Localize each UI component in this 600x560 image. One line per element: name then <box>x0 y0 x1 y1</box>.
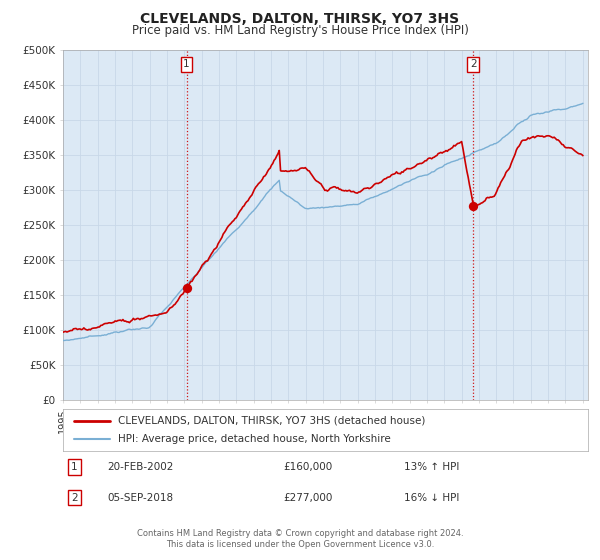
Text: HPI: Average price, detached house, North Yorkshire: HPI: Average price, detached house, Nort… <box>118 434 391 444</box>
Text: 13% ↑ HPI: 13% ↑ HPI <box>404 462 460 472</box>
Text: £277,000: £277,000 <box>284 493 333 502</box>
Text: 2: 2 <box>71 493 78 502</box>
Text: 1: 1 <box>71 462 78 472</box>
Text: £160,000: £160,000 <box>284 462 333 472</box>
Text: 20-FEB-2002: 20-FEB-2002 <box>107 462 174 472</box>
Text: Contains HM Land Registry data © Crown copyright and database right 2024.: Contains HM Land Registry data © Crown c… <box>137 529 463 538</box>
Text: This data is licensed under the Open Government Licence v3.0.: This data is licensed under the Open Gov… <box>166 540 434 549</box>
Text: 1: 1 <box>183 59 190 69</box>
Text: 16% ↓ HPI: 16% ↓ HPI <box>404 493 460 502</box>
Text: 05-SEP-2018: 05-SEP-2018 <box>107 493 174 502</box>
Text: 2: 2 <box>470 59 476 69</box>
Point <box>469 202 478 211</box>
Point <box>182 284 191 293</box>
Text: CLEVELANDS, DALTON, THIRSK, YO7 3HS: CLEVELANDS, DALTON, THIRSK, YO7 3HS <box>140 12 460 26</box>
Text: CLEVELANDS, DALTON, THIRSK, YO7 3HS (detached house): CLEVELANDS, DALTON, THIRSK, YO7 3HS (det… <box>118 416 425 426</box>
Text: Price paid vs. HM Land Registry's House Price Index (HPI): Price paid vs. HM Land Registry's House … <box>131 24 469 36</box>
